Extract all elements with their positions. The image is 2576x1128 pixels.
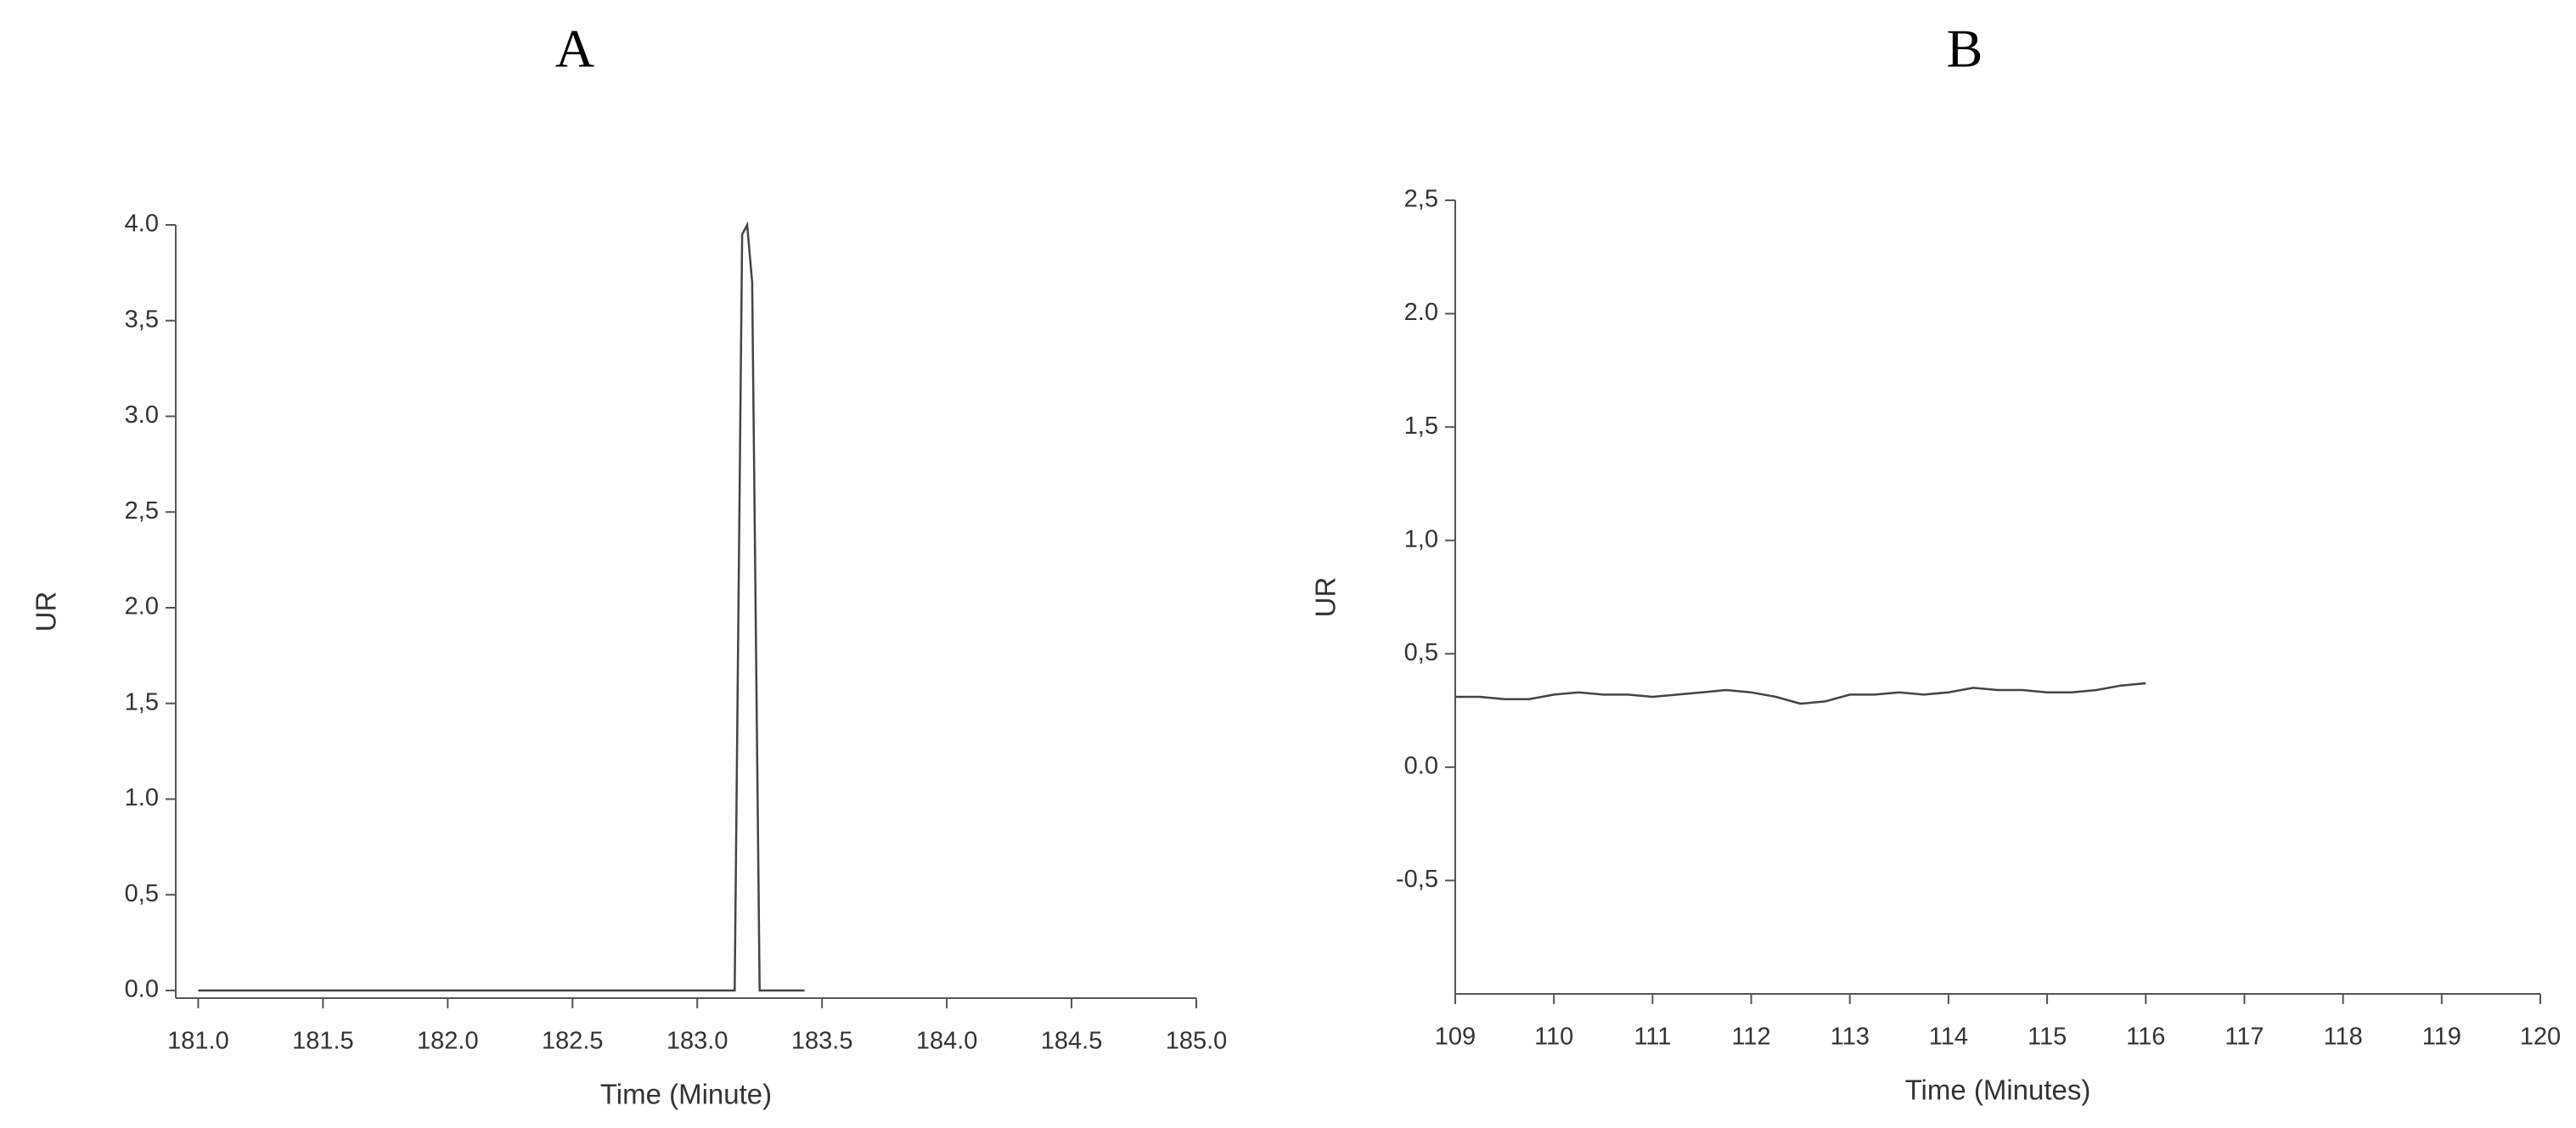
x-tick-label: 114 [1929, 1024, 1968, 1051]
x-tick-label: 183.0 [666, 1028, 728, 1055]
x-tick-label: 181.5 [292, 1028, 354, 1055]
x-tick-label: 109 [1435, 1024, 1476, 1051]
data-line [198, 221, 805, 992]
y-tick-label: 0,5 [1404, 639, 1438, 666]
x-tick-label: 118 [2324, 1024, 2363, 1051]
y-tick-label: -0,5 [1396, 866, 1438, 893]
x-tick-label: 115 [2028, 1024, 2067, 1051]
x-tick-label: 182.5 [542, 1028, 604, 1055]
y-tick-label: 1,5 [1404, 412, 1438, 440]
x-tick-label: 184.0 [916, 1028, 978, 1055]
x-tick-label: 112 [1731, 1024, 1770, 1051]
x-tick-label: 110 [1534, 1024, 1573, 1051]
y-tick-label: 1.0 [125, 784, 159, 811]
panel-title: A [555, 19, 594, 79]
y-tick-label: 2.0 [125, 593, 159, 620]
x-tick-label: 183.5 [791, 1028, 853, 1055]
x-axis-label: Time (Minute) [600, 1079, 772, 1110]
x-tick-label: 111 [1634, 1024, 1671, 1051]
x-tick-label: 182.0 [417, 1028, 479, 1055]
x-tick-label: 184.5 [1041, 1028, 1103, 1055]
y-tick-label: 3,5 [125, 306, 159, 333]
panel-title: B [1947, 19, 1983, 79]
y-tick-label: 0,5 [125, 880, 159, 907]
y-tick-label: 4.0 [125, 210, 159, 238]
x-tick-label: 185.0 [1166, 1028, 1228, 1055]
y-tick-label: 3.0 [125, 401, 159, 429]
x-tick-label: 116 [2126, 1024, 2165, 1051]
x-tick-label: 113 [1831, 1024, 1870, 1051]
y-tick-label: 0.0 [1404, 753, 1438, 780]
y-tick-label: 1,5 [125, 688, 159, 716]
y-tick-label: 2.0 [1404, 299, 1438, 326]
y-tick-label: 0.0 [125, 976, 159, 1003]
x-tick-label: 181.0 [167, 1028, 229, 1055]
y-tick-label: 2,5 [1404, 186, 1438, 213]
y-axis-label: UR [1310, 577, 1341, 618]
x-tick-label: 117 [2224, 1024, 2264, 1051]
x-axis-label: Time (Minutes) [1905, 1075, 2091, 1106]
data-line [1455, 682, 2146, 705]
y-tick-label: 2,5 [125, 497, 159, 525]
y-axis-label: UR [31, 592, 62, 632]
y-tick-label: 1,0 [1404, 525, 1438, 553]
x-tick-label: 120 [2520, 1024, 2561, 1051]
x-tick-label: 119 [2422, 1024, 2461, 1051]
